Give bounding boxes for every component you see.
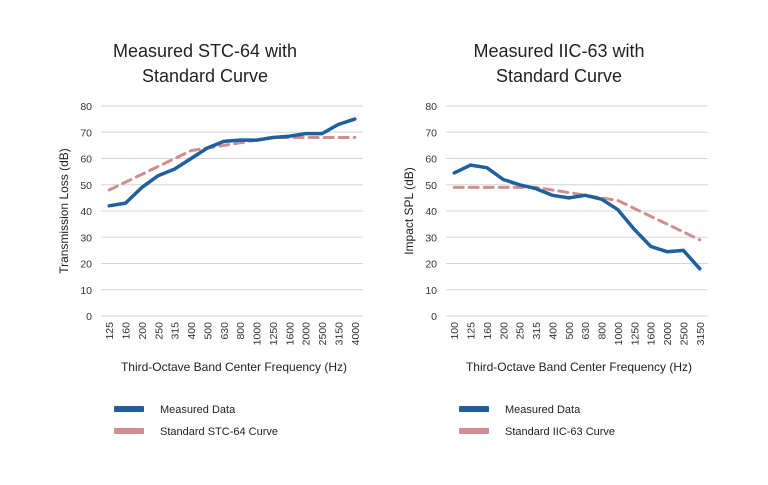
y-axis-label: Impact SPL (dB) bbox=[402, 167, 416, 255]
standard-curve-line bbox=[452, 185, 702, 242]
y-tick-label: 40 bbox=[425, 206, 437, 218]
chart-2: Measured IIC-63 with Standard Curve 0 10 20 3… bbox=[402, 41, 708, 438]
x-tick-label: 200 bbox=[137, 322, 149, 340]
y-tick-label: 80 bbox=[80, 101, 92, 113]
legend-swatch bbox=[114, 406, 144, 412]
x-tick-label: 250 bbox=[515, 322, 527, 340]
x-tick-label: 4000 bbox=[350, 322, 362, 346]
x-axis-label: Third-Octave Band Center Frequency (Hz) bbox=[466, 360, 692, 374]
legend-swatch bbox=[459, 428, 489, 434]
measured-data-line bbox=[452, 163, 702, 271]
y-tick-label: 80 bbox=[425, 101, 437, 113]
y-axis-label: Transmission Loss (dB) bbox=[57, 148, 71, 274]
x-tick-label: 1250 bbox=[629, 322, 641, 346]
x-tick-label: 125 bbox=[104, 322, 116, 340]
y-tick-label: 0 bbox=[86, 311, 92, 323]
x-tick-label: 400 bbox=[186, 322, 198, 340]
x-tick-label: 200 bbox=[498, 322, 510, 340]
legend-label: Standard IIC-63 Curve bbox=[505, 426, 615, 438]
x-tick-label: 250 bbox=[153, 322, 165, 340]
x-tick-label: 1250 bbox=[268, 322, 280, 346]
y-tick-label: 10 bbox=[425, 285, 437, 297]
x-tick-label: 2500 bbox=[317, 322, 329, 346]
x-tick-label: 1600 bbox=[646, 322, 658, 346]
legend-swatch bbox=[459, 406, 489, 412]
x-tick-label: 2000 bbox=[301, 322, 313, 346]
x-tick-label: 3150 bbox=[333, 322, 345, 346]
standard-curve-line bbox=[107, 136, 357, 192]
y-tick-label: 20 bbox=[80, 259, 92, 271]
x-tick-label: 160 bbox=[121, 322, 133, 340]
y-tick-label: 20 bbox=[425, 259, 437, 271]
y-tick-label: 40 bbox=[80, 206, 92, 218]
x-tick-label: 400 bbox=[547, 322, 559, 340]
chart-title-line: Standard Curve bbox=[142, 66, 268, 86]
y-tick-label: 0 bbox=[431, 311, 437, 323]
x-tick-label: 800 bbox=[235, 322, 247, 340]
y-tick-label: 50 bbox=[80, 180, 92, 192]
y-tick-label: 50 bbox=[425, 180, 437, 192]
x-tick-label: 100 bbox=[449, 322, 461, 340]
y-tick-label: 30 bbox=[80, 232, 92, 244]
x-tick-label: 630 bbox=[580, 322, 592, 340]
x-tick-label: 3150 bbox=[695, 322, 707, 346]
x-tick-label: 800 bbox=[597, 322, 609, 340]
y-tick-label: 70 bbox=[80, 127, 92, 139]
chart-title-line: Measured STC-64 with bbox=[113, 41, 297, 61]
y-tick-label: 60 bbox=[425, 154, 437, 166]
chart-title-line: Standard Curve bbox=[496, 66, 622, 86]
legend-label: Measured Data bbox=[505, 404, 581, 416]
x-tick-label: 125 bbox=[466, 322, 478, 340]
x-tick-label: 1000 bbox=[252, 322, 264, 346]
x-tick-label: 2000 bbox=[662, 322, 674, 346]
x-axis-label: Third-Octave Band Center Frequency (Hz) bbox=[121, 360, 347, 374]
x-tick-label: 1600 bbox=[284, 322, 296, 346]
y-tick-label: 70 bbox=[425, 127, 437, 139]
x-tick-label: 315 bbox=[170, 322, 182, 340]
x-tick-label: 315 bbox=[531, 322, 543, 340]
measured-data-line bbox=[107, 117, 357, 208]
legend-label: Measured Data bbox=[160, 404, 236, 416]
legend-swatch bbox=[114, 428, 144, 434]
chart-1: Measured STC-64 with Standard Curve 0 10 20 3… bbox=[57, 41, 363, 438]
x-tick-label: 160 bbox=[482, 322, 494, 340]
y-tick-label: 30 bbox=[425, 232, 437, 244]
x-tick-label: 500 bbox=[202, 322, 214, 340]
y-tick-label: 10 bbox=[80, 285, 92, 297]
x-tick-label: 500 bbox=[564, 322, 576, 340]
x-tick-label: 1000 bbox=[613, 322, 625, 346]
y-tick-label: 60 bbox=[80, 154, 92, 166]
legend-label: Standard STC-64 Curve bbox=[160, 426, 278, 438]
x-tick-label: 630 bbox=[219, 322, 231, 340]
x-tick-label: 2500 bbox=[678, 322, 690, 346]
chart-title-line: Measured IIC-63 with bbox=[473, 41, 644, 61]
